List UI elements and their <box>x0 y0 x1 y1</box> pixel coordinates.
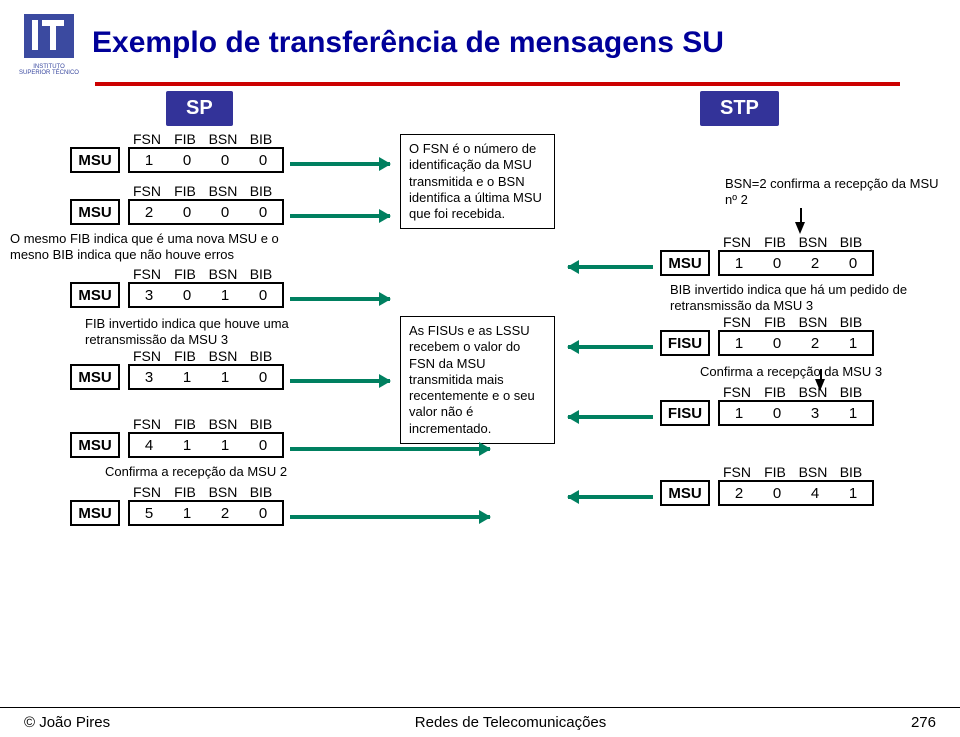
note-fsn-bsn: O FSN é o número de identificação da MSU… <box>400 134 555 229</box>
footer-page: 276 <box>911 714 936 731</box>
footer-title: Redes de Telecomunicações <box>415 714 607 731</box>
right-row-2: FSN FIB BSN BIB FISU 1 0 2 1 <box>660 314 874 356</box>
left-row-2: FSN FIB BSN BIB MSU 2 0 0 0 <box>70 183 284 225</box>
note-fisu-lssu: As FISUs e as LSSU recebem o valor do FS… <box>400 316 555 444</box>
ann-right-1: BSN=2 confirma a recepção da MSU nº 2 <box>725 176 945 209</box>
field-headers: FSN FIB BSN BIB <box>660 384 874 400</box>
right-row-4: FSN FIB BSN BIB MSU 2 0 4 1 <box>660 464 874 506</box>
page-title: Exemplo de transferência de mensagens SU <box>92 26 724 60</box>
svg-text:SUPERIOR TÉCNICO: SUPERIOR TÉCNICO <box>19 69 79 74</box>
sp-badge: SP <box>166 91 233 126</box>
arrow-left-3 <box>568 413 653 421</box>
field-headers: FSN FIB BSN BIB <box>70 348 284 364</box>
field-headers: FSN FIB BSN BIB <box>660 234 874 250</box>
left-row-3: FSN FIB BSN BIB MSU 3 0 1 0 <box>70 266 284 308</box>
ann-left-1: O mesmo FIB indica que é uma nova MSU e … <box>10 231 310 264</box>
field-headers: FSN FIB BSN BIB <box>70 416 284 432</box>
field-headers: FSN FIB BSN BIB <box>70 131 284 147</box>
right-row-1: FSN FIB BSN BIB MSU 1 0 2 0 <box>660 234 874 276</box>
arrow-right-4 <box>290 377 390 385</box>
arrow-right-1 <box>290 160 390 168</box>
arrow-left-4 <box>568 493 653 501</box>
ann-right-2: BIB invertido indica que há um pedido de… <box>670 282 920 315</box>
footer: © João Pires Redes de Telecomunicações 2… <box>0 707 960 737</box>
ann-left-3: Confirma a recepção da MSU 2 <box>105 464 325 480</box>
field-headers: FSN FIB BSN BIB <box>70 484 284 500</box>
left-row-1: FSN FIB BSN BIB MSU 1 0 0 0 <box>70 131 284 173</box>
left-row-4: FSN FIB BSN BIB MSU 3 1 1 0 <box>70 348 284 390</box>
arrow-right-3 <box>290 295 390 303</box>
arrow-right-6 <box>290 513 490 521</box>
arrow-right-5 <box>290 445 490 453</box>
right-row-3: FSN FIB BSN BIB FISU 1 0 3 1 <box>660 384 874 426</box>
arrow-left-1 <box>568 263 653 271</box>
ann-left-2: FIB invertido indica que houve uma retra… <box>85 316 305 349</box>
arrow-right-2 <box>290 212 390 220</box>
field-headers: FSN FIB BSN BIB <box>660 464 874 480</box>
left-row-6: FSN FIB BSN BIB MSU 5 1 2 0 <box>70 484 284 526</box>
ann-right-3: Confirma a recepção da MSU 3 <box>700 364 920 380</box>
field-headers: FSN FIB BSN BIB <box>660 314 874 330</box>
field-headers: FSN FIB BSN BIB <box>70 183 284 199</box>
footer-author: © João Pires <box>24 714 110 731</box>
field-headers: FSN FIB BSN BIB <box>70 266 284 282</box>
ist-logo: INSTITUTO SUPERIOR TÉCNICO <box>18 12 80 74</box>
arrow-left-2 <box>568 343 653 351</box>
stp-badge: STP <box>700 91 779 126</box>
left-row-5: FSN FIB BSN BIB MSU 4 1 1 0 <box>70 416 284 458</box>
